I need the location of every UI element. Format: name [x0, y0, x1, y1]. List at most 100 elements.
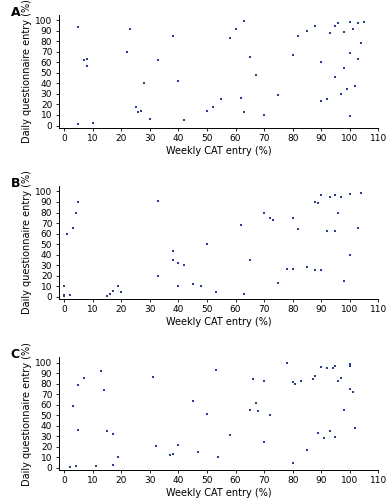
Point	[170, 450, 176, 458]
Point	[181, 116, 187, 124]
Point	[318, 266, 324, 274]
Point	[338, 192, 344, 200]
Point	[330, 364, 336, 372]
Y-axis label: Daily questionnaire entry (%): Daily questionnaire entry (%)	[22, 170, 32, 314]
Point	[355, 224, 362, 232]
Point	[267, 214, 273, 222]
Point	[181, 261, 187, 269]
Point	[267, 412, 273, 420]
Point	[318, 363, 324, 371]
Point	[241, 108, 247, 116]
Point	[170, 256, 176, 264]
Point	[75, 120, 82, 128]
Point	[75, 426, 82, 434]
Point	[238, 221, 245, 229]
Point	[358, 40, 364, 48]
Point	[64, 230, 70, 237]
Point	[252, 398, 259, 406]
Point	[312, 22, 319, 30]
Point	[349, 388, 356, 396]
Point	[110, 430, 116, 438]
Point	[335, 376, 342, 384]
Point	[75, 198, 82, 206]
Point	[104, 427, 110, 435]
Point	[204, 107, 210, 115]
Text: B: B	[11, 177, 20, 190]
Point	[241, 18, 247, 25]
Point	[247, 406, 253, 414]
Point	[92, 462, 99, 470]
Point	[61, 290, 67, 298]
Point	[75, 22, 82, 30]
Point	[347, 18, 353, 26]
Point	[176, 78, 182, 86]
Text: C: C	[11, 348, 20, 362]
Point	[275, 91, 282, 99]
Point	[247, 53, 253, 61]
Point	[324, 228, 330, 235]
Point	[324, 95, 330, 103]
Text: A: A	[11, 6, 20, 19]
Point	[275, 279, 282, 287]
Point	[327, 192, 333, 200]
Point	[327, 427, 333, 435]
Point	[170, 248, 176, 256]
Point	[73, 208, 79, 216]
Point	[310, 376, 316, 384]
Point	[352, 424, 358, 432]
X-axis label: Weekly CAT entry (%): Weekly CAT entry (%)	[166, 146, 271, 156]
Point	[147, 115, 153, 123]
Point	[341, 406, 347, 414]
Point	[252, 71, 259, 79]
Point	[324, 364, 330, 372]
Point	[155, 197, 161, 205]
Point	[347, 362, 353, 370]
Point	[347, 360, 353, 368]
Point	[269, 216, 276, 224]
Point	[341, 64, 347, 72]
Point	[84, 62, 90, 70]
Y-axis label: Daily questionnaire entry (%): Daily questionnaire entry (%)	[22, 342, 32, 486]
Point	[261, 111, 267, 119]
Point	[61, 282, 67, 290]
Point	[289, 378, 296, 386]
Point	[61, 292, 67, 300]
Point	[284, 266, 290, 274]
Point	[332, 190, 339, 198]
Point	[304, 263, 310, 271]
Point	[295, 226, 301, 234]
Point	[315, 429, 321, 437]
Point	[67, 463, 73, 471]
Point	[150, 374, 156, 382]
Point	[138, 107, 144, 115]
Point	[155, 56, 161, 64]
Point	[341, 277, 347, 285]
Point	[141, 80, 147, 88]
Point	[284, 358, 290, 366]
Point	[347, 385, 353, 393]
Point	[347, 250, 353, 258]
Point	[347, 49, 353, 57]
Point	[67, 290, 73, 298]
Point	[332, 22, 339, 30]
Point	[261, 376, 267, 384]
Point	[227, 34, 233, 42]
Point	[358, 188, 364, 196]
Point	[238, 94, 245, 102]
Point	[81, 56, 87, 64]
Point	[289, 266, 296, 274]
Point	[176, 259, 182, 267]
Point	[176, 282, 182, 290]
Point	[227, 432, 233, 440]
Point	[250, 376, 256, 384]
Point	[355, 55, 362, 63]
Point	[332, 228, 339, 235]
Point	[332, 73, 339, 81]
Point	[218, 95, 224, 103]
Point	[127, 24, 133, 32]
Point	[255, 407, 261, 415]
Point	[115, 282, 122, 290]
Point	[81, 374, 87, 382]
Point	[84, 55, 90, 63]
Point	[312, 266, 319, 274]
